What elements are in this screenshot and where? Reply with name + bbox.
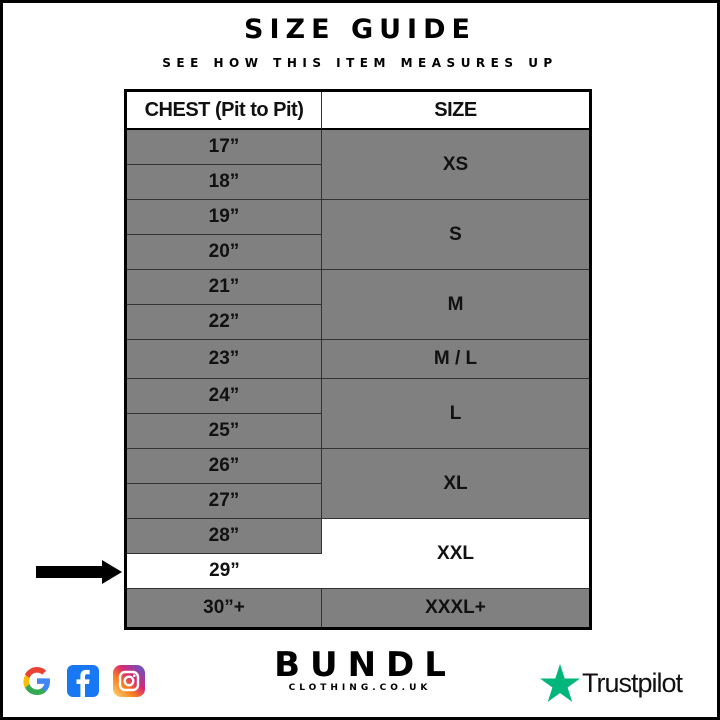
chest-cell: 19” — [127, 200, 322, 235]
size-cell: M / L — [322, 340, 589, 379]
arrow-right-icon — [36, 560, 122, 584]
chest-cell: 17” — [127, 130, 322, 165]
size-cell: XL — [322, 449, 589, 519]
chest-cell: 28” — [127, 519, 322, 554]
chest-cell: 24” — [127, 379, 322, 414]
chest-cell: 25” — [127, 414, 322, 449]
chest-cell-highlighted: 29” — [127, 554, 322, 589]
chest-cell: 30”+ — [127, 589, 322, 627]
size-cell: S — [322, 200, 589, 270]
size-cell: XXXL+ — [322, 589, 589, 627]
size-cell: L — [322, 379, 589, 449]
facebook-icon[interactable] — [66, 664, 100, 698]
size-table: CHEST (Pit to Pit) SIZE 17” 18” 19” 20” … — [124, 89, 592, 630]
page-title: SIZE GUIDE — [244, 14, 476, 45]
star-icon — [540, 664, 580, 702]
brand-logo: BUNDL CLOTHING.CO.UK — [260, 648, 460, 694]
chest-cell: 20” — [127, 235, 322, 270]
google-icon[interactable] — [20, 664, 54, 698]
size-cell: XS — [322, 130, 589, 200]
chest-cell: 21” — [127, 270, 322, 305]
chest-cell: 27” — [127, 484, 322, 519]
chest-cell: 22” — [127, 305, 322, 340]
page-subtitle: SEE HOW THIS ITEM MEASURES UP — [162, 56, 558, 70]
brand-name: BUNDL — [274, 645, 456, 685]
instagram-icon[interactable] — [112, 664, 146, 698]
header-chest: CHEST (Pit to Pit) — [127, 92, 322, 130]
brand-url: CLOTHING.CO.UK — [288, 683, 432, 693]
trustpilot-label: Trustpilot — [582, 667, 683, 698]
chest-cell: 18” — [127, 165, 322, 200]
header-size: SIZE — [322, 92, 589, 130]
social-icons — [20, 664, 146, 698]
chest-cell: 26” — [127, 449, 322, 484]
size-cell-highlighted: XXL — [322, 519, 589, 589]
trustpilot-logo[interactable]: Trustpilot — [540, 664, 683, 702]
size-cell: M — [322, 270, 589, 340]
chest-cell: 23” — [127, 340, 322, 379]
